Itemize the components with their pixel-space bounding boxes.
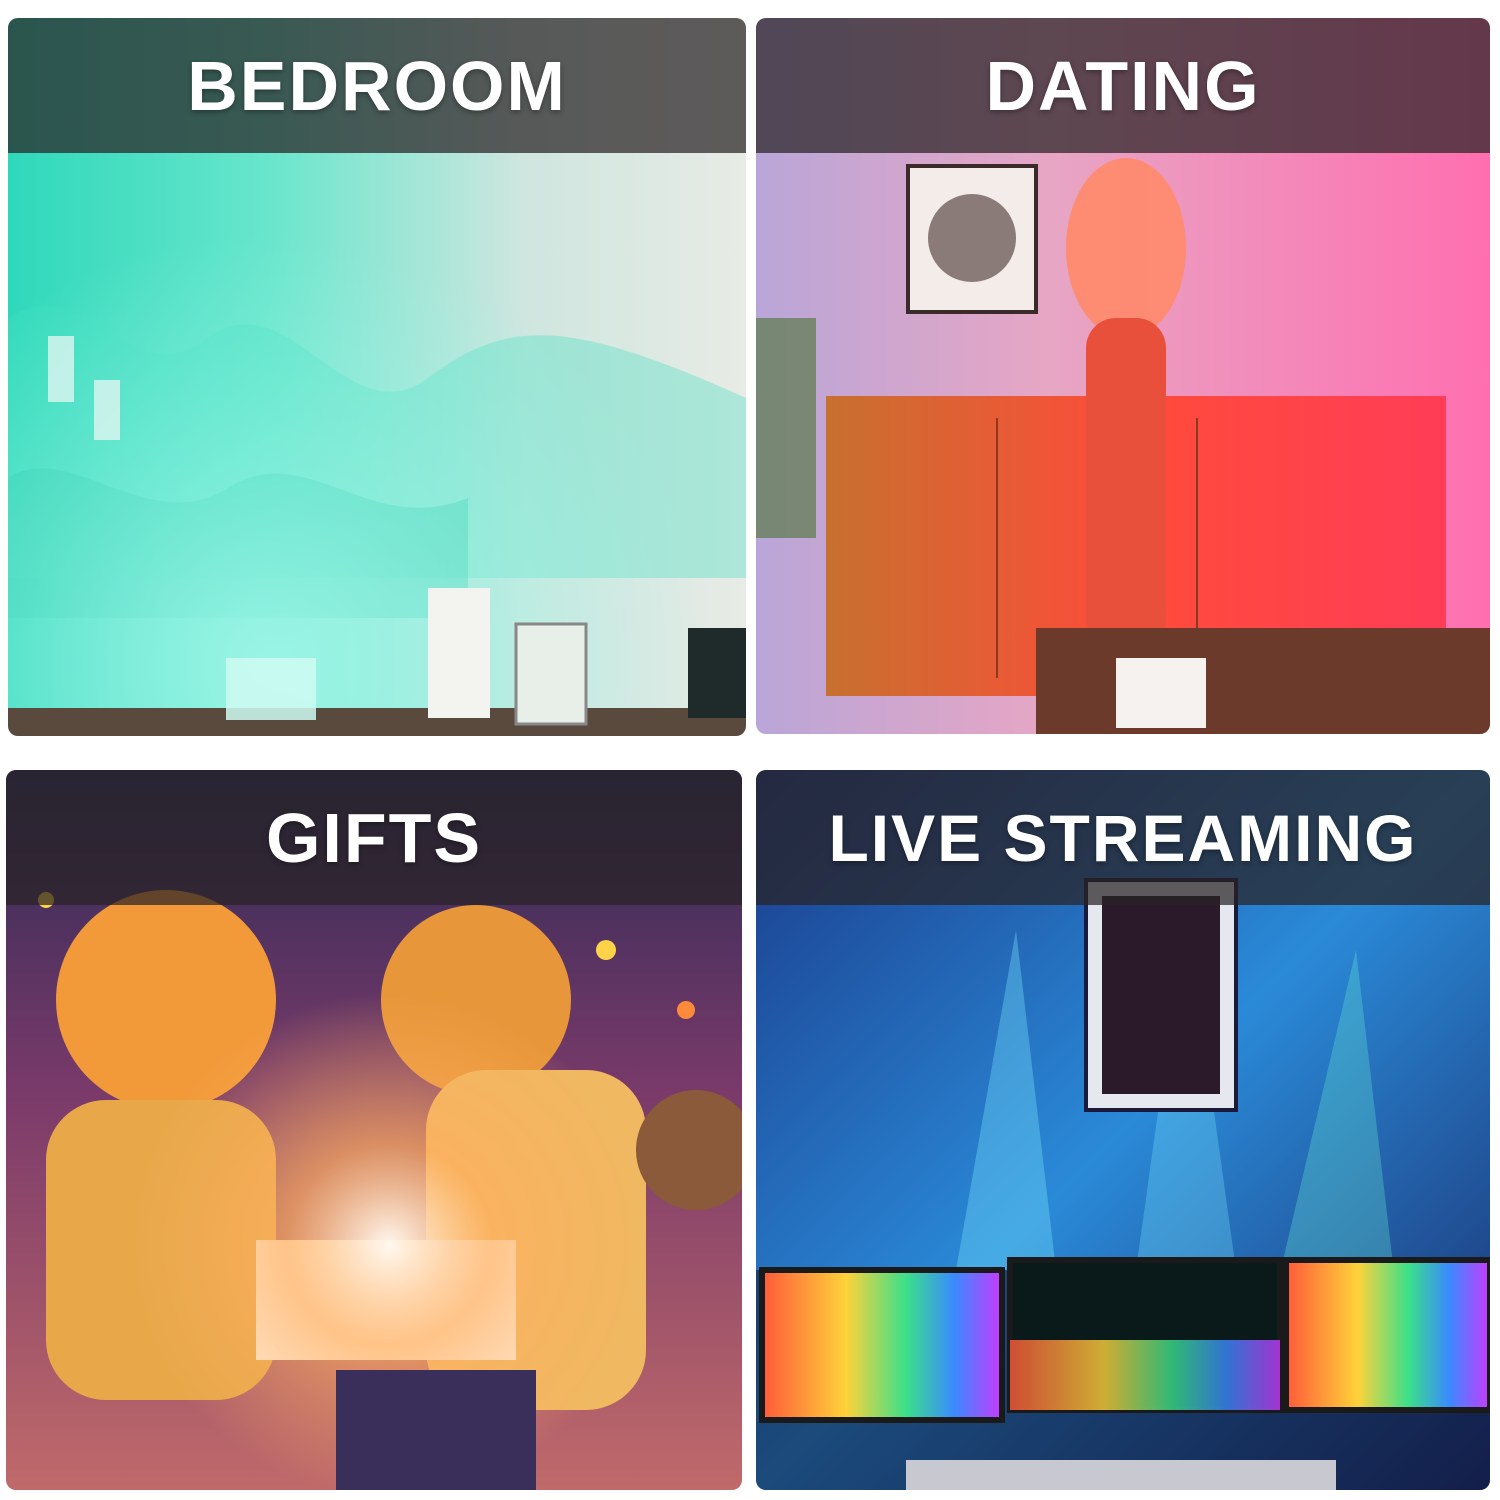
gifts-label-band: GIFTS xyxy=(6,770,742,905)
bedroom-label-band: BEDROOM xyxy=(8,18,746,153)
gifts-label: GIFTS xyxy=(265,798,483,877)
panel-dating: DATING xyxy=(756,18,1490,734)
panel-live-streaming: LIVE STREAMING xyxy=(756,770,1490,1490)
panel-bedroom: BEDROOM xyxy=(8,18,746,736)
dating-scene-image xyxy=(756,18,1490,734)
dating-label-band: DATING xyxy=(756,18,1490,153)
bedroom-label: BEDROOM xyxy=(187,46,567,125)
dating-label: DATING xyxy=(985,46,1261,125)
live-streaming-label: LIVE STREAMING xyxy=(828,800,1418,875)
live-streaming-label-band: LIVE STREAMING xyxy=(756,770,1490,905)
panel-gifts: GIFTS xyxy=(6,770,742,1490)
